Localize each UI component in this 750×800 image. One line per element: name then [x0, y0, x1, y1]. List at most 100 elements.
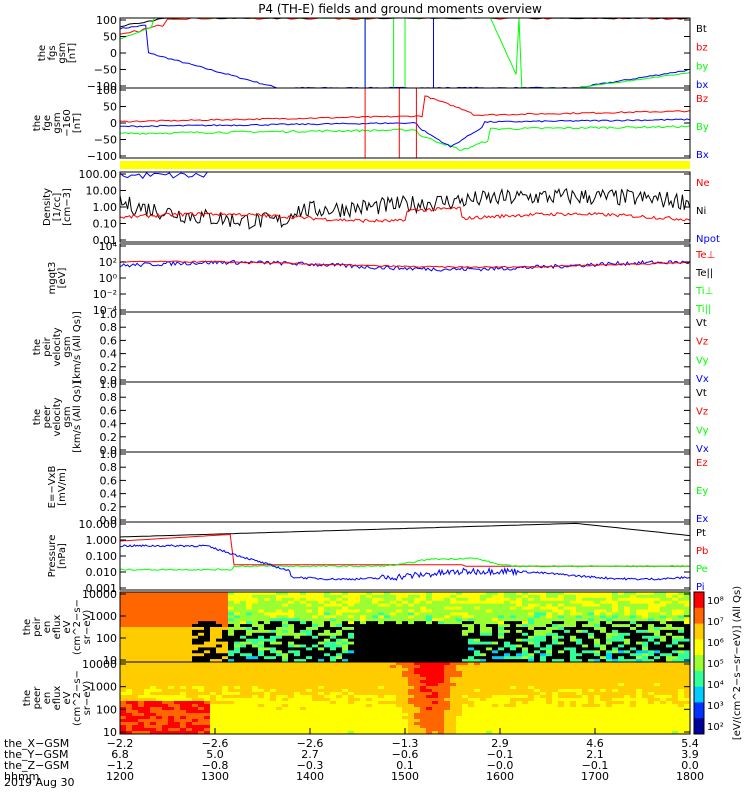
spectrogram-cell: [210, 641, 217, 645]
spectrogram-cell: [174, 597, 181, 602]
spectrogram-cell: [300, 698, 307, 702]
spectrogram-cell: [438, 665, 445, 669]
spectrogram-cell: [594, 635, 601, 640]
spectrogram-cell: [192, 710, 199, 714]
spectrogram-cell: [252, 716, 259, 720]
spectrogram-cell: [636, 680, 643, 684]
spectrogram-cell: [498, 683, 505, 687]
spectrogram-cell: [492, 674, 499, 678]
spectrogram-cell: [564, 689, 571, 693]
spectrogram-cell: [234, 704, 241, 708]
spectrogram-cell: [576, 632, 583, 637]
spectrogram-cell: [264, 668, 271, 672]
spectrogram-cell: [348, 662, 355, 666]
spectrogram-cell: [606, 656, 613, 660]
spectrogram-cell: [366, 722, 373, 726]
spectrogram-cell: [474, 600, 481, 605]
spectrogram-cell: [444, 656, 451, 660]
spectrogram-cell: [414, 719, 421, 723]
spectrogram-cell: [324, 701, 331, 705]
spectrogram-cell: [576, 659, 583, 662]
spectrogram-cell: [384, 624, 391, 628]
spectrogram-cell: [270, 638, 277, 643]
spectrogram-cell: [546, 594, 553, 599]
spectrogram-cell: [126, 638, 133, 643]
spectrogram-cell: [426, 662, 433, 666]
spectrogram-cell: [408, 606, 415, 610]
spectrogram-cell: [174, 609, 181, 613]
spectrogram-cell: [300, 597, 307, 602]
spectrogram-cell: [660, 680, 667, 684]
spectrogram-cell: [312, 683, 319, 687]
spectrogram-cell: [204, 603, 211, 608]
spectrogram-cell: [666, 713, 673, 717]
spectrogram-cell: [510, 722, 517, 726]
spectrogram-cell: [342, 618, 349, 622]
spectrogram-cell: [252, 635, 259, 640]
spectrogram-cell: [126, 665, 133, 669]
spectrogram-cell: [396, 725, 403, 729]
spectrogram-cell: [528, 629, 535, 634]
spectrogram-cell: [234, 716, 241, 720]
spectrogram-cell: [450, 716, 457, 720]
spectrogram-cell: [204, 695, 211, 699]
spectrogram-cell: [510, 704, 517, 708]
y-tick-label: 10000: [82, 658, 117, 671]
spectrogram-cell: [306, 713, 313, 717]
spectrogram-cell: [456, 609, 463, 613]
spectrogram-cell: [288, 719, 295, 723]
spectrogram-cell: [270, 644, 277, 648]
spectrogram-cell: [180, 638, 187, 643]
y-tick-label: −50: [94, 134, 117, 147]
spectrogram-cell: [198, 695, 205, 699]
spectrogram-cell: [588, 728, 595, 732]
spectrogram-cell: [576, 674, 583, 678]
spectrogram-cell: [438, 656, 445, 660]
spectrogram-cell: [174, 632, 181, 637]
spectrogram-cell: [306, 725, 313, 729]
spectrogram-cell: [540, 621, 547, 625]
spectrogram-cell: [216, 641, 223, 645]
spectrogram-cell: [684, 653, 690, 657]
spectrogram-cell: [264, 594, 271, 599]
spectrogram-cell: [138, 731, 145, 734]
spectrogram-cell: [336, 689, 343, 693]
date-label: 2019 Aug 30: [4, 776, 74, 789]
spectrogram-cell: [222, 716, 229, 720]
spectrogram-cell: [120, 606, 127, 610]
spectrogram-cell: [402, 609, 409, 613]
spectrogram-cell: [330, 641, 337, 645]
spectrogram-cell: [648, 713, 655, 717]
spectrogram-cell: [336, 609, 343, 613]
spectrogram-cell: [438, 609, 445, 613]
spectrogram-cell: [384, 656, 391, 660]
spectrogram-cell: [648, 615, 655, 619]
spectrogram-cell: [468, 644, 475, 648]
spectrogram-cell: [216, 618, 223, 622]
spectrogram-cell: [426, 665, 433, 669]
spectrogram-cell: [258, 665, 265, 669]
spectrogram-cell: [192, 695, 199, 699]
spectrogram-cell: [384, 710, 391, 714]
spectrogram-cell: [282, 698, 289, 702]
spectrogram-cell: [660, 603, 667, 608]
spectrogram-cell: [552, 606, 559, 610]
spectrogram-cell: [378, 692, 385, 696]
spectrogram-cell: [360, 665, 367, 669]
spectrogram-cell: [504, 618, 511, 622]
spectrogram-cell: [582, 603, 589, 608]
spectrogram-cell: [138, 650, 145, 654]
y-tick-label: 0: [110, 117, 117, 130]
spectrogram-cell: [372, 650, 379, 654]
spectrogram-cell: [168, 621, 175, 625]
spectrogram-cell: [222, 603, 229, 608]
spectrogram-cell: [306, 728, 313, 732]
spectrogram-cell: [576, 644, 583, 648]
spectrogram-cell: [402, 629, 409, 634]
spectrogram-cell: [222, 647, 229, 651]
spectrogram-cell: [486, 722, 493, 726]
legend-entry: Vy: [696, 425, 709, 436]
spectrogram-cell: [414, 629, 421, 634]
spectrogram-cell: [168, 659, 175, 662]
spectrogram-cell: [300, 659, 307, 662]
